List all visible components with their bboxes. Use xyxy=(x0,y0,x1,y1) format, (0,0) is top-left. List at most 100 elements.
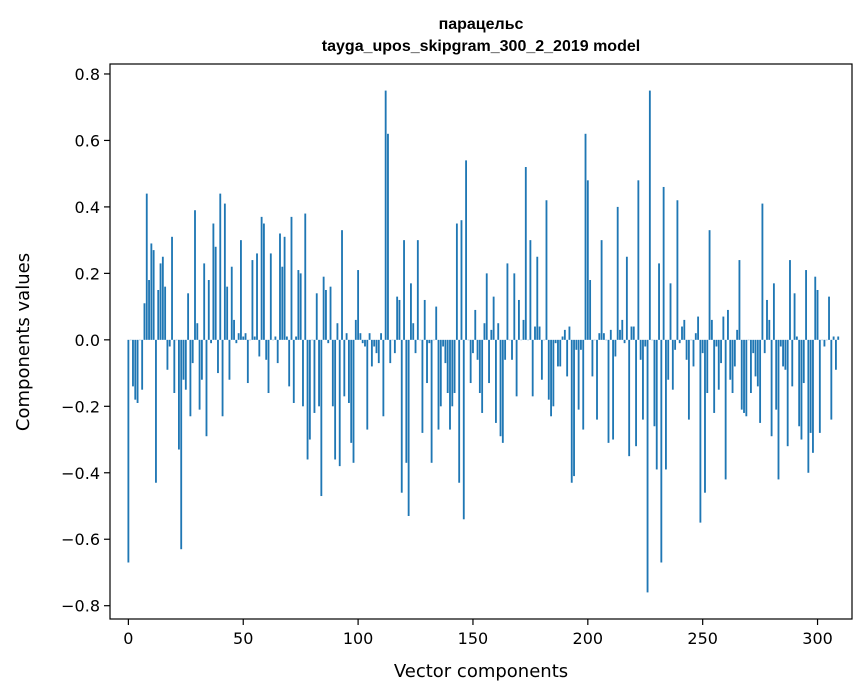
bar xyxy=(230,266,233,340)
bar xyxy=(313,339,316,413)
bar xyxy=(366,339,369,430)
bar xyxy=(616,206,619,340)
bar xyxy=(281,266,284,340)
bar xyxy=(127,339,130,563)
bar xyxy=(191,339,194,364)
y-tick-label: 0.0 xyxy=(75,331,100,350)
bar xyxy=(524,167,527,340)
x-tick-label: 50 xyxy=(233,629,253,648)
bar xyxy=(219,193,222,340)
bar xyxy=(150,243,153,340)
x-axis-label: Vector components xyxy=(394,661,568,682)
bar xyxy=(761,203,764,340)
bar xyxy=(534,326,536,340)
bar xyxy=(701,339,704,354)
bar xyxy=(802,339,805,384)
bar xyxy=(766,299,768,340)
bar xyxy=(591,339,594,377)
bar xyxy=(414,339,417,354)
bar xyxy=(623,339,626,344)
bar xyxy=(347,339,350,403)
bar xyxy=(143,303,146,340)
bar xyxy=(223,203,226,340)
x-tick-label: 200 xyxy=(573,629,604,648)
bar xyxy=(164,286,167,340)
bar xyxy=(387,133,389,340)
bar xyxy=(182,339,185,380)
bar xyxy=(738,260,741,340)
bar xyxy=(554,339,557,344)
bar xyxy=(380,333,382,340)
bar xyxy=(212,223,215,340)
y-tick-label: 0.4 xyxy=(75,198,100,217)
bar xyxy=(352,339,355,463)
bar xyxy=(327,339,330,344)
bar xyxy=(476,339,479,360)
bar xyxy=(687,339,690,420)
bar xyxy=(660,339,663,563)
bar xyxy=(260,216,263,340)
bar xyxy=(168,339,171,347)
bar xyxy=(621,319,624,340)
bar xyxy=(375,339,378,354)
bar xyxy=(370,339,373,367)
bar xyxy=(492,296,495,340)
bar xyxy=(159,263,162,340)
bar xyxy=(444,339,447,364)
bar xyxy=(285,336,288,340)
bar xyxy=(357,270,360,340)
bar xyxy=(772,283,775,340)
bar xyxy=(552,339,555,407)
y-tick-label: 0.8 xyxy=(75,65,100,84)
bar xyxy=(453,339,456,394)
bar xyxy=(777,339,780,480)
bar xyxy=(350,339,353,443)
bar xyxy=(345,333,348,340)
x-tick-label: 300 xyxy=(802,629,833,648)
bar xyxy=(244,333,247,340)
bar xyxy=(451,339,454,407)
bar xyxy=(692,339,695,367)
bar xyxy=(400,339,403,493)
bar xyxy=(442,339,445,347)
bar xyxy=(658,263,660,340)
bar xyxy=(184,339,187,390)
bar xyxy=(304,213,307,340)
bar xyxy=(439,339,442,407)
y-tick-label: 0.6 xyxy=(75,131,100,150)
bar xyxy=(235,339,238,344)
bar xyxy=(501,339,504,443)
bar xyxy=(246,339,249,384)
bar xyxy=(187,293,190,340)
bar xyxy=(269,253,272,340)
bar xyxy=(625,256,628,340)
bar xyxy=(455,223,458,340)
bar xyxy=(308,339,311,440)
bar xyxy=(513,273,516,340)
bar xyxy=(713,339,716,413)
bar xyxy=(435,306,438,340)
bar xyxy=(205,339,208,437)
bar xyxy=(322,276,325,340)
bar xyxy=(577,339,580,410)
bar xyxy=(600,240,603,340)
bar xyxy=(384,90,387,340)
y-tick-label: 0.2 xyxy=(75,264,100,283)
bar xyxy=(483,323,486,340)
bar xyxy=(198,339,201,410)
bar xyxy=(203,263,206,340)
bar xyxy=(171,236,173,340)
bar xyxy=(194,210,196,340)
bar xyxy=(729,339,732,380)
bar xyxy=(782,339,784,367)
bar xyxy=(536,256,539,340)
bar xyxy=(290,216,293,340)
bar xyxy=(210,339,212,344)
bar xyxy=(784,339,787,370)
bar xyxy=(731,339,734,394)
bar xyxy=(393,339,396,354)
bar xyxy=(655,339,658,470)
bar xyxy=(481,339,484,413)
y-tick-label: −0.8 xyxy=(61,597,100,616)
bar xyxy=(368,333,371,340)
